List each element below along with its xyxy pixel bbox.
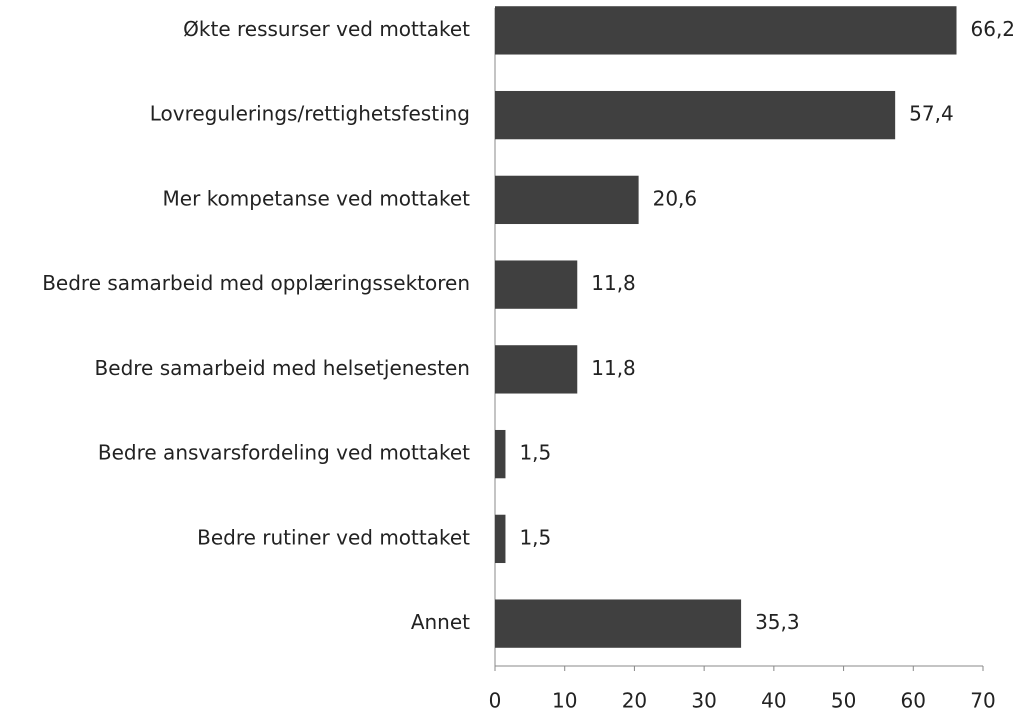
value-label: 11,8 [591,271,636,295]
y-tick-label: Mer kompetanse ved mottaket [163,186,471,210]
x-tick-label: 20 [622,689,647,713]
bar [495,260,578,309]
x-tick-label: 60 [901,689,926,713]
value-label: 35,3 [755,610,800,634]
bar [495,345,578,394]
y-tick-label: Bedre ansvarsfordeling ved mottaket [98,441,470,465]
x-tick-label: 50 [831,689,856,713]
x-tick-label: 0 [489,689,502,713]
x-tick-label: 40 [761,689,786,713]
bar [495,175,639,225]
x-tick-label: 70 [970,689,995,713]
bar [495,6,957,55]
value-label: 11,8 [591,356,636,380]
x-tick-label: 30 [691,689,716,713]
y-tick-label: Bedre samarbeid med helsetjenesten [95,356,470,380]
y-tick-label: Lovregulerings/rettighetsfesting [150,102,470,126]
bar [495,429,506,479]
value-label: 20,6 [653,186,698,210]
value-label: 66,2 [971,17,1016,41]
y-tick-label: Bedre samarbeid med opplæringssektoren [42,271,470,295]
value-label: 1,5 [519,441,551,465]
value-label: 1,5 [519,525,551,549]
y-tick-label: Annet [411,610,470,634]
y-tick-label: Økte ressurser ved mottaket [183,17,470,41]
bar [495,599,742,648]
x-tick-label: 10 [552,689,577,713]
y-tick-label: Bedre rutiner ved mottaket [197,525,470,549]
bar [495,90,896,140]
value-label: 57,4 [909,102,954,126]
bar [495,514,506,564]
